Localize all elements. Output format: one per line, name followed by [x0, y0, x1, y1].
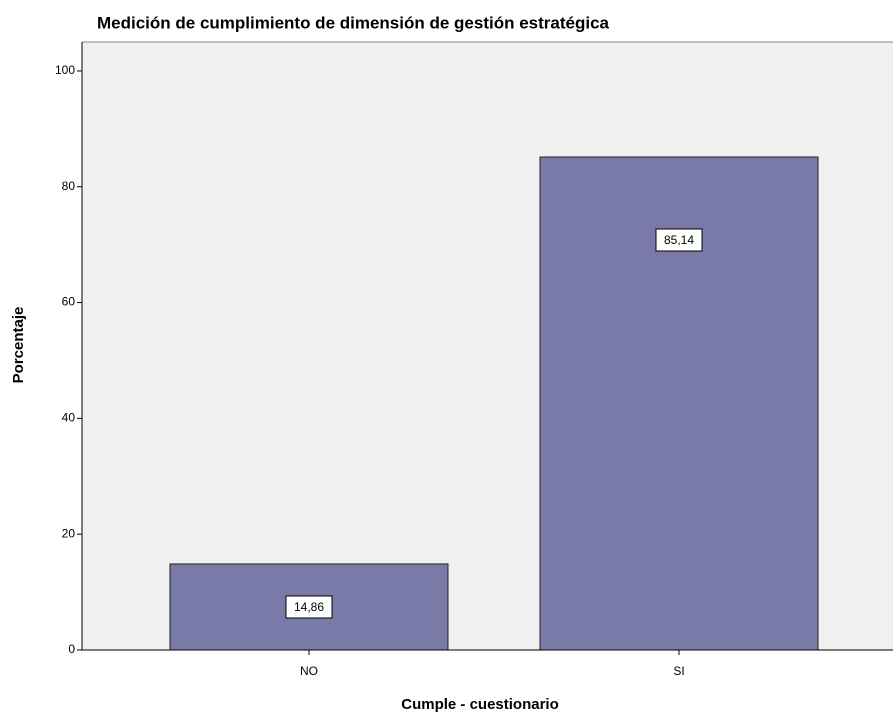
y-tick-label: 80: [62, 179, 76, 193]
y-tick-label: 60: [62, 295, 76, 309]
y-tick-label: 100: [55, 63, 75, 77]
x-axis-label: Cumple - cuestionario: [401, 696, 559, 713]
x-tick-label: SI: [673, 664, 684, 678]
y-tick-label: 40: [62, 411, 76, 425]
y-axis-label: Porcentaje: [10, 307, 27, 384]
y-tick-label: 20: [62, 526, 76, 540]
value-label: 14,86: [294, 600, 324, 614]
value-label-box: [285, 595, 333, 619]
value-label: 85,14: [664, 233, 694, 247]
x-tick-label: NO: [300, 664, 318, 678]
chart-title: Medición de cumplimiento de dimensión de…: [97, 13, 610, 32]
y-tick-label: 0: [68, 642, 75, 656]
value-label-box: [655, 228, 703, 252]
